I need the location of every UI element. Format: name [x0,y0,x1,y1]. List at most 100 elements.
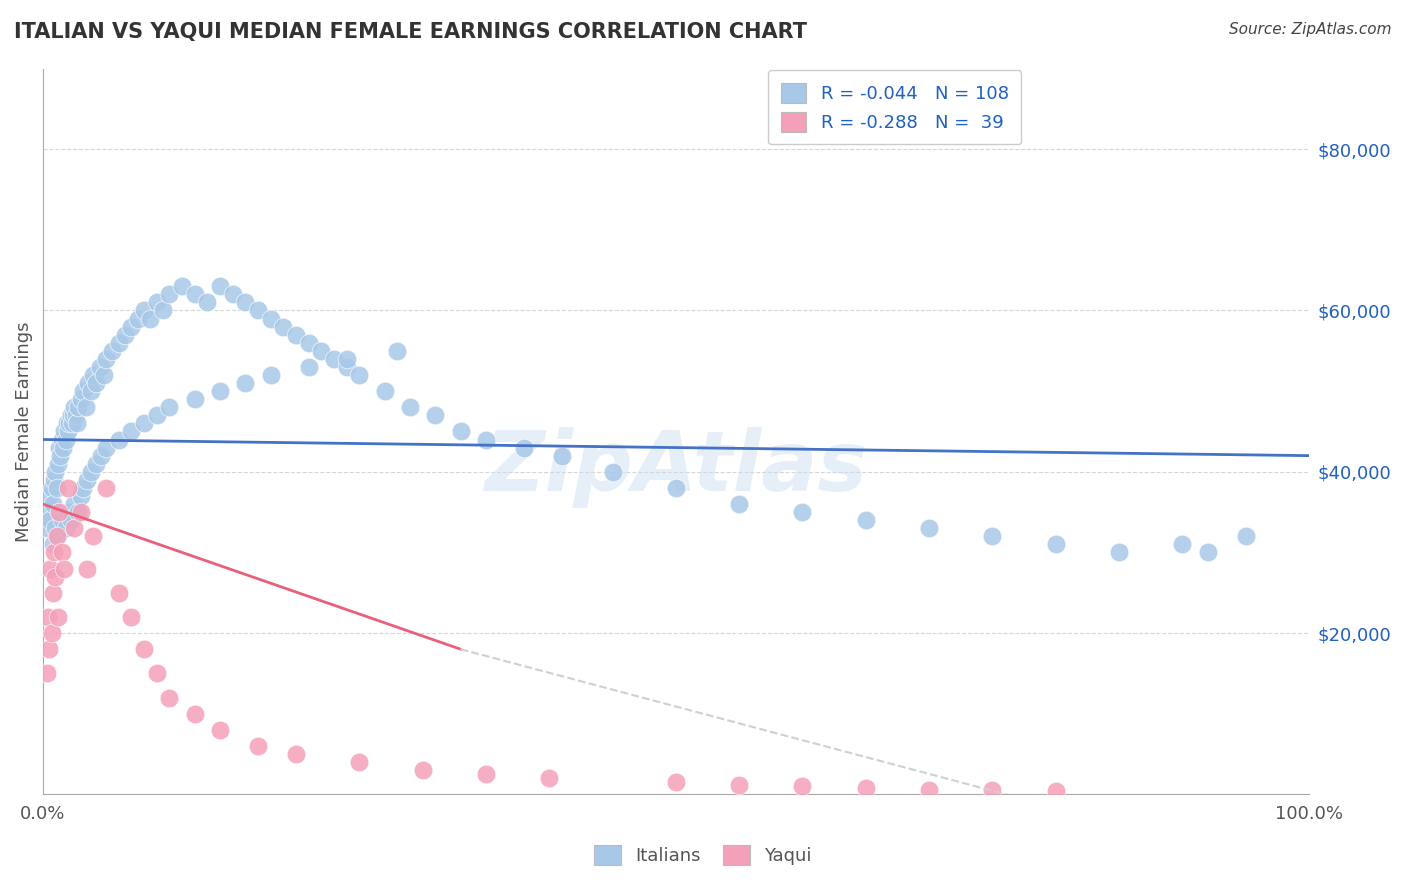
Point [84,457,107,471]
Point [69,505,91,519]
Point [233,376,256,390]
Legend: Italians, Yaqui: Italians, Yaqui [583,834,823,876]
Point [46,457,69,471]
Point [120,425,142,439]
Point [208,279,231,293]
Point [75,401,97,415]
Point [84,376,107,390]
Point [132,417,155,431]
Point [665,775,688,789]
Point [152,303,174,318]
Point [52,441,75,455]
Point [157,690,180,705]
Point [387,343,409,358]
Point [183,287,205,301]
Point [855,513,877,527]
Point [145,295,167,310]
Point [69,392,91,407]
Point [513,441,536,455]
Point [41,481,63,495]
Point [208,384,231,398]
Point [72,384,94,398]
Point [665,481,688,495]
Point [63,497,86,511]
Point [1234,529,1257,543]
Point [37,610,59,624]
Point [38,489,60,503]
Point [51,513,73,527]
Point [221,287,243,301]
Point [183,706,205,721]
Point [39,513,62,527]
Point [450,425,472,439]
Point [538,771,561,785]
Point [56,481,79,495]
Point [67,401,90,415]
Point [183,392,205,407]
Point [55,433,77,447]
Point [48,441,70,455]
Point [246,303,269,318]
Point [107,335,129,350]
Point [298,335,321,350]
Point [285,327,308,342]
Point [107,586,129,600]
Point [145,666,167,681]
Legend: R = -0.044   N = 108, R = -0.288   N =  39: R = -0.044 N = 108, R = -0.288 N = 39 [768,70,1021,145]
Point [82,529,104,543]
Point [56,417,79,431]
Text: ITALIAN VS YAQUI MEDIAN FEMALE EARNINGS CORRELATION CHART: ITALIAN VS YAQUI MEDIAN FEMALE EARNINGS … [14,22,807,42]
Point [65,409,87,423]
Point [46,610,69,624]
Point [63,521,86,535]
Point [132,642,155,657]
Point [51,433,73,447]
Point [728,778,751,792]
Point [981,783,1004,797]
Point [728,497,751,511]
Point [67,505,90,519]
Point [53,561,76,575]
Point [349,755,371,769]
Point [1171,537,1194,551]
Point [145,409,167,423]
Point [39,561,62,575]
Point [59,409,82,423]
Point [93,368,115,382]
Point [44,569,66,583]
Point [336,351,359,366]
Point [46,529,69,543]
Point [918,782,941,797]
Point [62,409,84,423]
Point [246,739,269,753]
Point [107,433,129,447]
Point [374,384,396,398]
Point [981,529,1004,543]
Point [1045,537,1067,551]
Point [285,747,308,761]
Point [51,545,73,559]
Point [170,279,193,293]
Point [260,368,283,382]
Point [1045,784,1067,798]
Point [56,425,79,439]
Point [55,521,77,535]
Point [855,780,877,795]
Point [120,319,142,334]
Point [349,368,371,382]
Point [1108,545,1130,559]
Point [42,497,65,511]
Point [94,481,117,495]
Point [42,537,65,551]
Point [76,561,98,575]
Point [157,287,180,301]
Point [45,529,67,543]
Point [425,409,447,423]
Point [208,723,231,737]
Point [1197,545,1219,559]
Point [273,319,295,334]
Point [76,473,98,487]
Point [44,473,66,487]
Point [233,295,256,310]
Point [77,376,100,390]
